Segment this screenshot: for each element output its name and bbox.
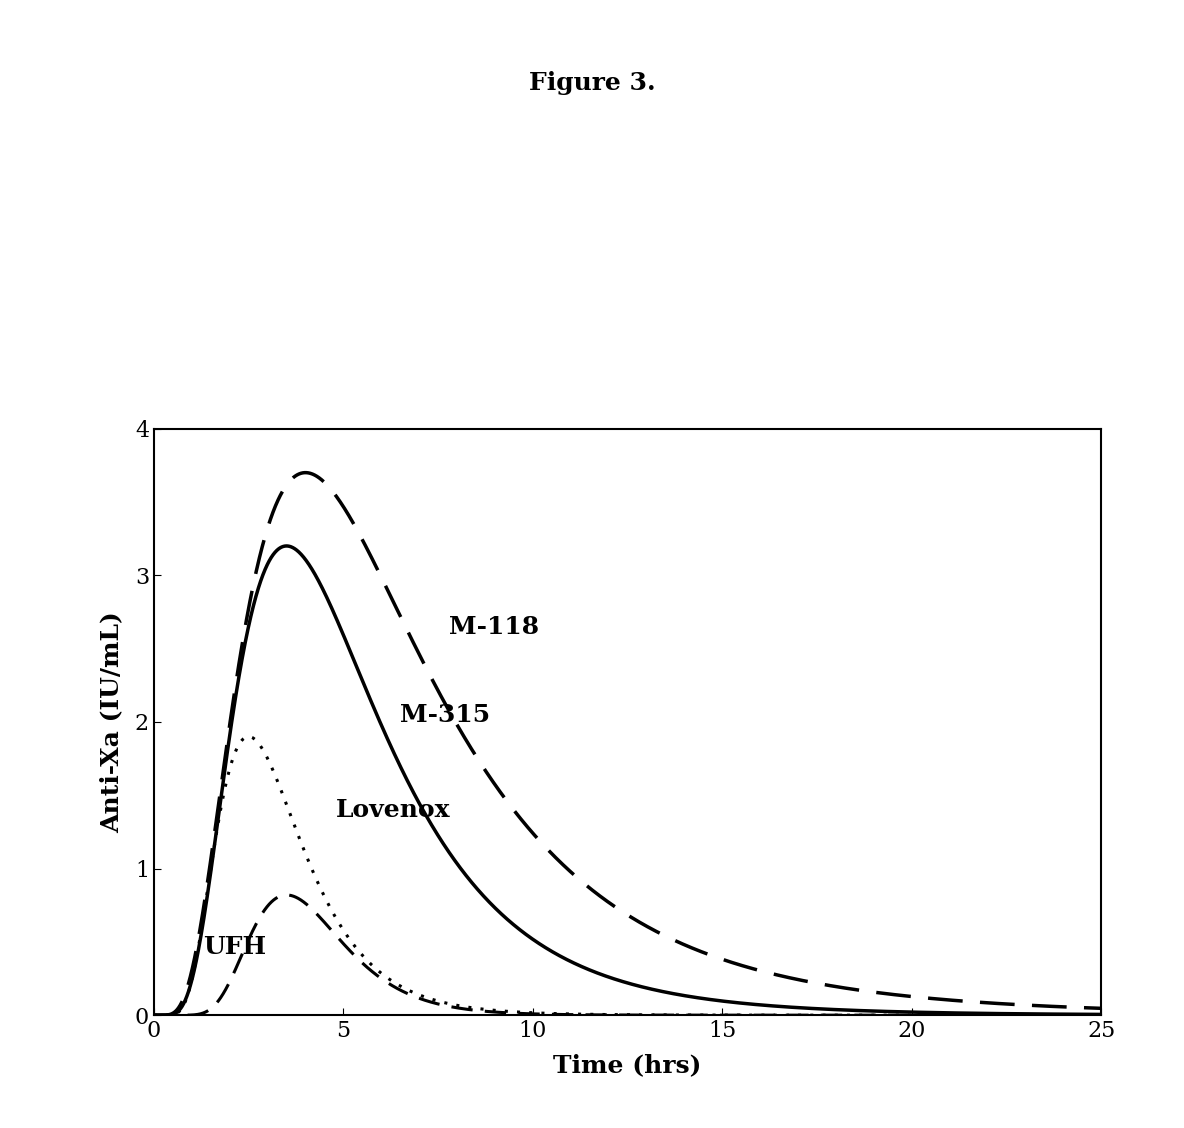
- Text: Lovenox: Lovenox: [336, 799, 450, 822]
- Text: UFH: UFH: [204, 935, 266, 959]
- Y-axis label: Anti-Xa (IU/mL): Anti-Xa (IU/mL): [99, 611, 123, 832]
- Text: M-118: M-118: [450, 615, 540, 638]
- X-axis label: Time (hrs): Time (hrs): [553, 1054, 702, 1077]
- Text: Figure 3.: Figure 3.: [529, 71, 655, 95]
- Text: M-315: M-315: [400, 703, 490, 726]
